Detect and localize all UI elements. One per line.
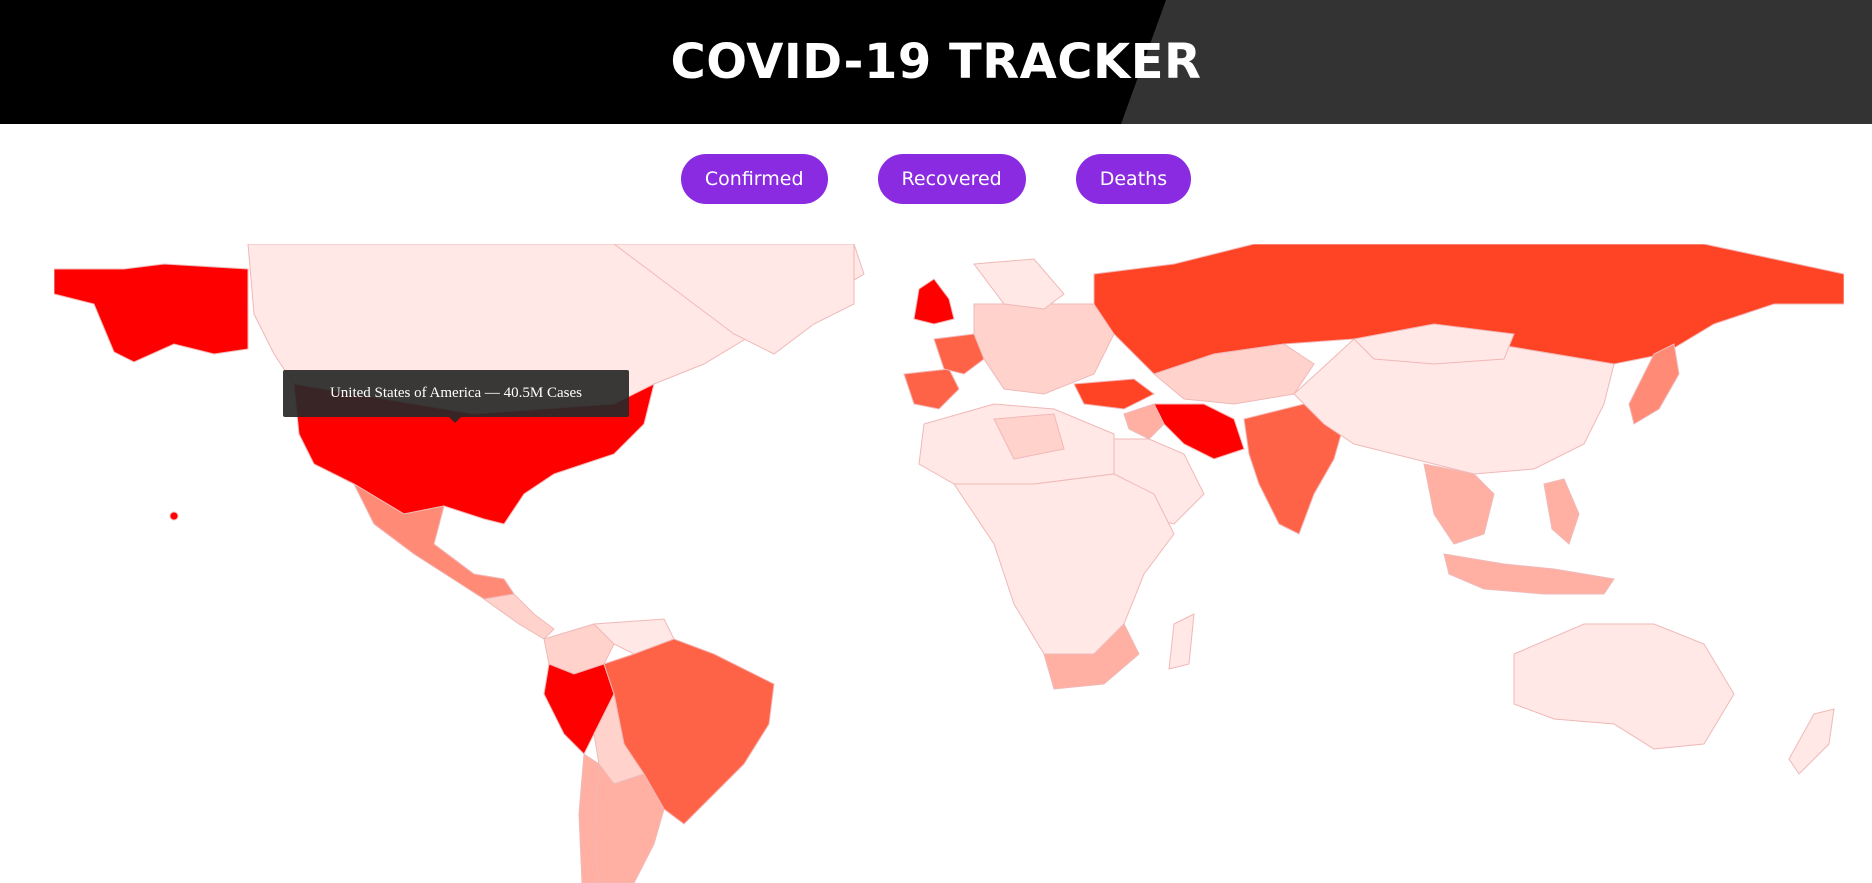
country-south-africa[interactable] [1043, 623, 1140, 690]
country-tooltip: United States of America — 40.5M Cases [283, 370, 629, 423]
country-turkey[interactable] [1073, 378, 1155, 410]
country-philippines[interactable] [1543, 478, 1580, 545]
country-mexico[interactable] [352, 482, 515, 600]
country-libya[interactable] [993, 413, 1065, 460]
country-central-america[interactable] [482, 593, 555, 640]
country-central-africa[interactable] [953, 473, 1175, 655]
country-madagascar[interactable] [1168, 613, 1195, 670]
country-united-kingdom[interactable] [913, 278, 955, 325]
country-indonesia[interactable] [1443, 553, 1615, 595]
deaths-button[interactable]: Deaths [1075, 154, 1192, 204]
country-hawaii[interactable] [169, 511, 179, 521]
country-scandinavia[interactable] [973, 258, 1065, 310]
country-europe[interactable] [973, 303, 1115, 395]
country-united-states-of-america[interactable] [293, 383, 655, 525]
country-japan[interactable] [1628, 343, 1680, 425]
app-header: COVID-19 TRACKER [0, 0, 1872, 124]
country-new-zealand[interactable] [1788, 708, 1835, 775]
country-iran[interactable] [1153, 403, 1245, 460]
country-southeast-asia[interactable] [1423, 463, 1495, 545]
country-iraq[interactable] [1123, 403, 1165, 440]
country-greenland[interactable] [613, 244, 855, 355]
page-title: COVID-19 TRACKER [670, 34, 1202, 90]
world-map [54, 244, 1844, 883]
country-chile[interactable] [578, 753, 600, 883]
country-kazakhstan[interactable] [1152, 343, 1315, 405]
recovered-button[interactable]: Recovered [877, 154, 1026, 204]
country-france[interactable] [933, 333, 985, 375]
country-mongolia[interactable] [1352, 323, 1515, 365]
metric-toggle-group: Confirmed Recovered Deaths [0, 154, 1872, 204]
country-australia[interactable] [1513, 623, 1735, 750]
confirmed-button[interactable]: Confirmed [680, 154, 828, 204]
country-spain[interactable] [903, 368, 960, 410]
header-slant-panel [1121, 0, 1872, 124]
world-map-svg [54, 244, 1844, 883]
tooltip-text: United States of America — 40.5M Cases [329, 385, 583, 401]
country-alaska[interactable] [54, 263, 249, 363]
